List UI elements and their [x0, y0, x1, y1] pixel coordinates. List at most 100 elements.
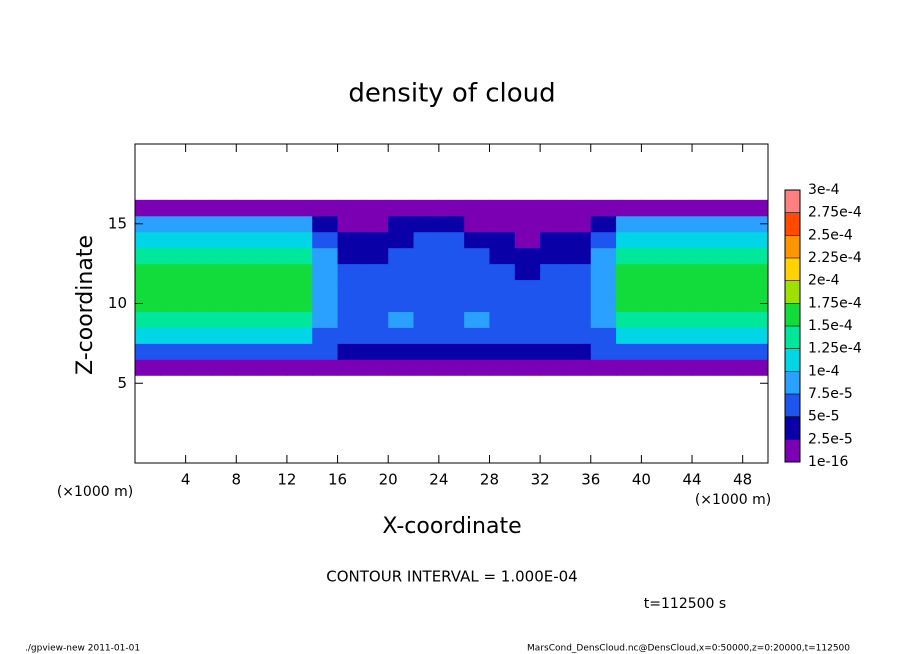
cell	[135, 311, 161, 328]
cell	[666, 247, 693, 265]
cell	[438, 279, 465, 297]
cell	[388, 279, 415, 297]
cell	[717, 199, 744, 217]
colorbar-label: 2.75e-4	[808, 205, 862, 221]
x-tick-label: 8	[232, 471, 242, 489]
cell	[185, 359, 212, 376]
cell	[464, 359, 490, 376]
cell	[135, 199, 161, 217]
cell	[312, 343, 339, 360]
cell	[692, 263, 718, 281]
cell	[210, 215, 237, 233]
cell	[337, 311, 364, 328]
cell	[540, 215, 566, 233]
cell	[362, 263, 389, 281]
cell	[261, 247, 288, 265]
cell	[261, 263, 288, 281]
colorbar-label: 2.25e-4	[808, 250, 862, 266]
cell	[742, 311, 769, 328]
cell	[236, 231, 263, 249]
cell	[742, 327, 769, 344]
cell	[185, 279, 212, 297]
cell	[489, 343, 516, 360]
cell	[337, 295, 364, 312]
cell	[666, 263, 693, 281]
cell	[236, 327, 263, 344]
cell	[742, 231, 769, 249]
colorbar-label: 3e-4	[808, 182, 840, 198]
cell	[565, 231, 592, 249]
cell	[312, 327, 339, 344]
cell	[692, 295, 718, 312]
cell	[236, 343, 263, 360]
cell	[337, 199, 364, 217]
cell	[236, 311, 263, 328]
cell	[261, 311, 288, 328]
cell	[312, 231, 339, 249]
cell	[135, 295, 161, 312]
cell	[210, 231, 237, 249]
cell	[489, 199, 516, 217]
cell	[666, 343, 693, 360]
cell	[210, 327, 237, 344]
cell	[413, 295, 440, 312]
cell	[641, 295, 668, 312]
cell	[616, 199, 642, 217]
cell	[337, 327, 364, 344]
cell	[717, 327, 744, 344]
cell	[362, 311, 389, 328]
contour-interval: CONTOUR INTERVAL = 1.000E-04	[326, 568, 577, 586]
cell	[135, 327, 161, 344]
cell	[590, 247, 617, 265]
cell	[438, 247, 465, 265]
cell	[388, 327, 415, 344]
cell	[413, 279, 440, 297]
cell	[286, 231, 313, 249]
cell	[185, 311, 212, 328]
cell	[742, 343, 769, 360]
cell	[616, 343, 642, 360]
cell	[540, 247, 566, 265]
cell	[312, 295, 339, 312]
cell	[514, 327, 541, 344]
cell	[464, 199, 490, 217]
cell	[641, 311, 668, 328]
cell	[742, 263, 769, 281]
cell	[388, 343, 415, 360]
cell	[413, 199, 440, 217]
cell	[185, 343, 212, 360]
cell	[666, 359, 693, 376]
x-tick-label: 24	[429, 471, 448, 489]
cell	[236, 263, 263, 281]
cell	[236, 199, 263, 217]
cell	[261, 327, 288, 344]
x-tick-label: 36	[581, 471, 600, 489]
cell	[135, 231, 161, 249]
cell	[616, 295, 642, 312]
cell	[135, 279, 161, 297]
cell	[261, 231, 288, 249]
y-tick-label: 15	[108, 214, 127, 232]
cell	[337, 343, 364, 360]
cell	[514, 295, 541, 312]
cell	[413, 231, 440, 249]
cell	[185, 215, 212, 233]
cell	[540, 327, 566, 344]
cell	[261, 343, 288, 360]
cell	[616, 327, 642, 344]
chart-title: density of cloud	[348, 79, 555, 109]
cell	[388, 359, 415, 376]
colorbar-label: 2.5e-5	[808, 431, 853, 447]
cell	[616, 231, 642, 249]
cell	[489, 215, 516, 233]
cell	[337, 359, 364, 376]
cell	[514, 279, 541, 297]
cell	[312, 247, 339, 265]
cell	[590, 215, 617, 233]
cell	[540, 311, 566, 328]
cell	[717, 215, 744, 233]
cell	[742, 295, 769, 312]
y-tick-label: 10	[108, 294, 127, 312]
cell	[692, 359, 718, 376]
cell	[692, 247, 718, 265]
